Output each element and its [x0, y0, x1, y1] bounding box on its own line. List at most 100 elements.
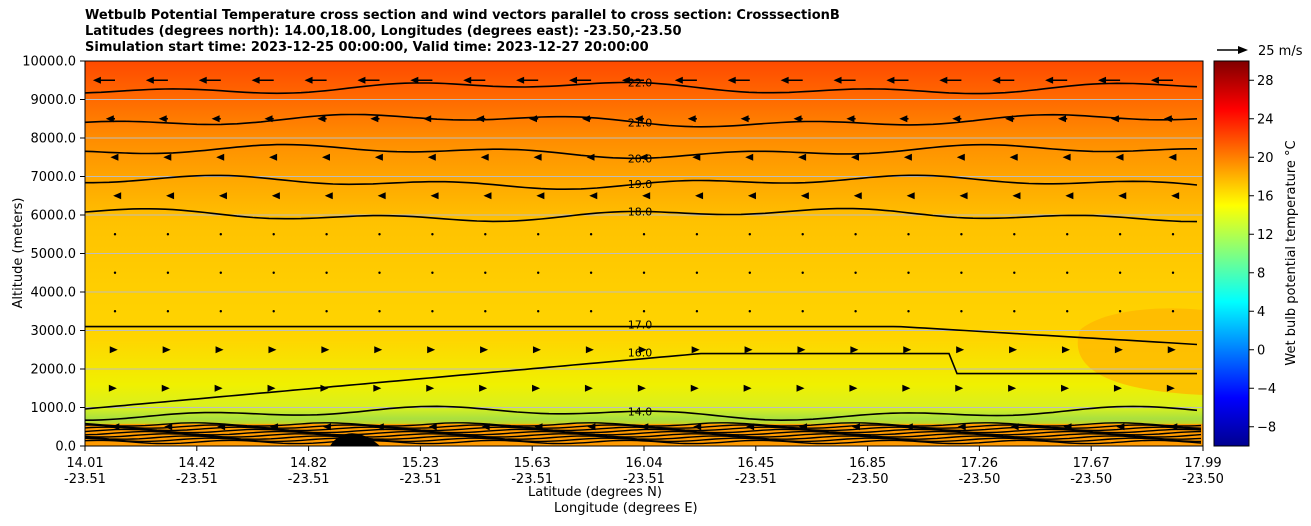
wind-vector-head — [109, 346, 118, 354]
colorbar-tick-label: −4 — [1257, 382, 1276, 397]
wind-vector — [166, 310, 170, 313]
wind-vector-head — [798, 153, 807, 161]
wind-vector-head — [1115, 153, 1124, 161]
wind-vector-head — [846, 115, 855, 123]
wind-vector-head — [642, 192, 651, 200]
wind-vector-head — [269, 153, 278, 161]
wind-vector-head — [1012, 192, 1021, 200]
wind-vector-head — [426, 384, 435, 392]
wind-vector-head — [476, 115, 485, 123]
wind-vector-head — [534, 423, 543, 431]
wind-vector-head — [952, 115, 961, 123]
wind-vector-head — [374, 153, 383, 161]
wind-vector-head — [1063, 423, 1072, 431]
wind-vector-head — [163, 153, 172, 161]
y-tick-label: 3000.0 — [31, 324, 77, 339]
colorbar-tick-label: 24 — [1257, 112, 1274, 127]
wind-vector — [960, 271, 963, 274]
quiver-key: 25 m/s — [1217, 44, 1303, 59]
wind-vector-head — [687, 115, 696, 123]
wind-vector-head — [321, 346, 330, 354]
wind-vector — [1066, 271, 1069, 274]
wind-vector-head — [638, 346, 647, 354]
wind-vector-head — [322, 153, 330, 161]
contour-label: 18.0 — [628, 205, 653, 218]
wind-vector-head — [161, 384, 170, 392]
wind-vector — [748, 310, 751, 313]
wind-vector-head — [639, 153, 648, 161]
wind-vector-head — [637, 384, 646, 392]
wind-vector-head — [158, 115, 167, 123]
wind-vector-head — [529, 115, 537, 123]
wind-vector — [1171, 271, 1175, 274]
wind-vector-head — [1061, 384, 1070, 392]
wind-vector-head — [1167, 346, 1176, 354]
surface-contour — [85, 430, 1202, 436]
wind-vector-head — [198, 76, 207, 84]
x-tick-label-lon: -23.50 — [1070, 472, 1112, 487]
wind-vector-head — [164, 423, 173, 431]
wind-vector — [695, 271, 699, 274]
wind-vector — [907, 310, 910, 313]
x-tick-label-lon: -23.51 — [623, 472, 665, 487]
wind-vector-head — [479, 384, 488, 392]
wind-vector-head — [166, 192, 175, 200]
wind-vector-head — [956, 153, 965, 161]
surface-contour — [85, 439, 1202, 445]
terrain-bump — [330, 433, 380, 446]
wind-vector — [1013, 271, 1016, 274]
surface-contour — [85, 428, 1202, 434]
wind-vector-head — [324, 192, 333, 200]
wind-vector — [484, 310, 487, 313]
x-axis-label-longitude: Longitude (degrees E) — [554, 501, 698, 516]
x-tick-label-lon: -23.51 — [511, 472, 553, 487]
wind-vector-head — [217, 423, 226, 431]
wind-vector-head — [480, 153, 489, 161]
wind-vector-head — [1118, 192, 1127, 200]
x-tick-label-lat: 16.85 — [849, 456, 886, 471]
wind-vector-head — [357, 76, 366, 84]
wind-vector-head — [569, 76, 578, 84]
wind-vector — [378, 271, 381, 274]
wind-vector-head — [1163, 115, 1172, 123]
wind-vector — [1066, 233, 1069, 236]
wind-vector-head — [110, 153, 119, 161]
wind-vector — [589, 310, 593, 313]
wind-vector-head — [850, 346, 859, 354]
wind-vector-head — [587, 423, 596, 431]
wind-vector-head — [1098, 76, 1107, 84]
wind-vector-head — [1045, 76, 1054, 84]
wind-vector — [748, 233, 751, 236]
wind-vector-head — [480, 346, 489, 354]
wind-vector-head — [145, 76, 154, 84]
wind-vector-head — [1065, 192, 1074, 200]
colorbar — [1213, 60, 1250, 447]
wind-vector-head — [481, 423, 490, 431]
wind-vector — [325, 271, 328, 274]
colorbar-tick-label: 16 — [1257, 189, 1274, 204]
wind-vector — [113, 271, 117, 274]
wind-vector-head — [320, 384, 329, 392]
contour-label: 21.0 — [628, 117, 653, 130]
colorbar-tick-label: −8 — [1257, 420, 1276, 435]
wind-vector-head — [690, 384, 699, 392]
y-axis-label: Altitude (meters) — [11, 198, 26, 309]
wind-vector-head — [271, 192, 280, 200]
x-tick-label-lat: 17.99 — [1184, 456, 1221, 471]
wind-vector-head — [586, 153, 595, 161]
wind-vector — [325, 310, 328, 313]
x-tick-label-lon: -23.51 — [64, 472, 106, 487]
wind-vector — [801, 271, 804, 274]
x-tick-label-lon: -23.50 — [958, 472, 1000, 487]
contour-label: 20.0 — [628, 152, 653, 165]
x-tick-label-lat: 16.04 — [625, 456, 662, 471]
wind-vector-head — [374, 346, 383, 354]
wind-vector-head — [800, 192, 809, 200]
wind-vector-head — [532, 384, 541, 392]
contour-line — [85, 143, 1197, 160]
x-tick-label-lat: 17.67 — [1073, 456, 1110, 471]
wind-vector — [589, 233, 593, 236]
wind-vector — [695, 233, 699, 236]
wind-vector-head — [959, 192, 968, 200]
